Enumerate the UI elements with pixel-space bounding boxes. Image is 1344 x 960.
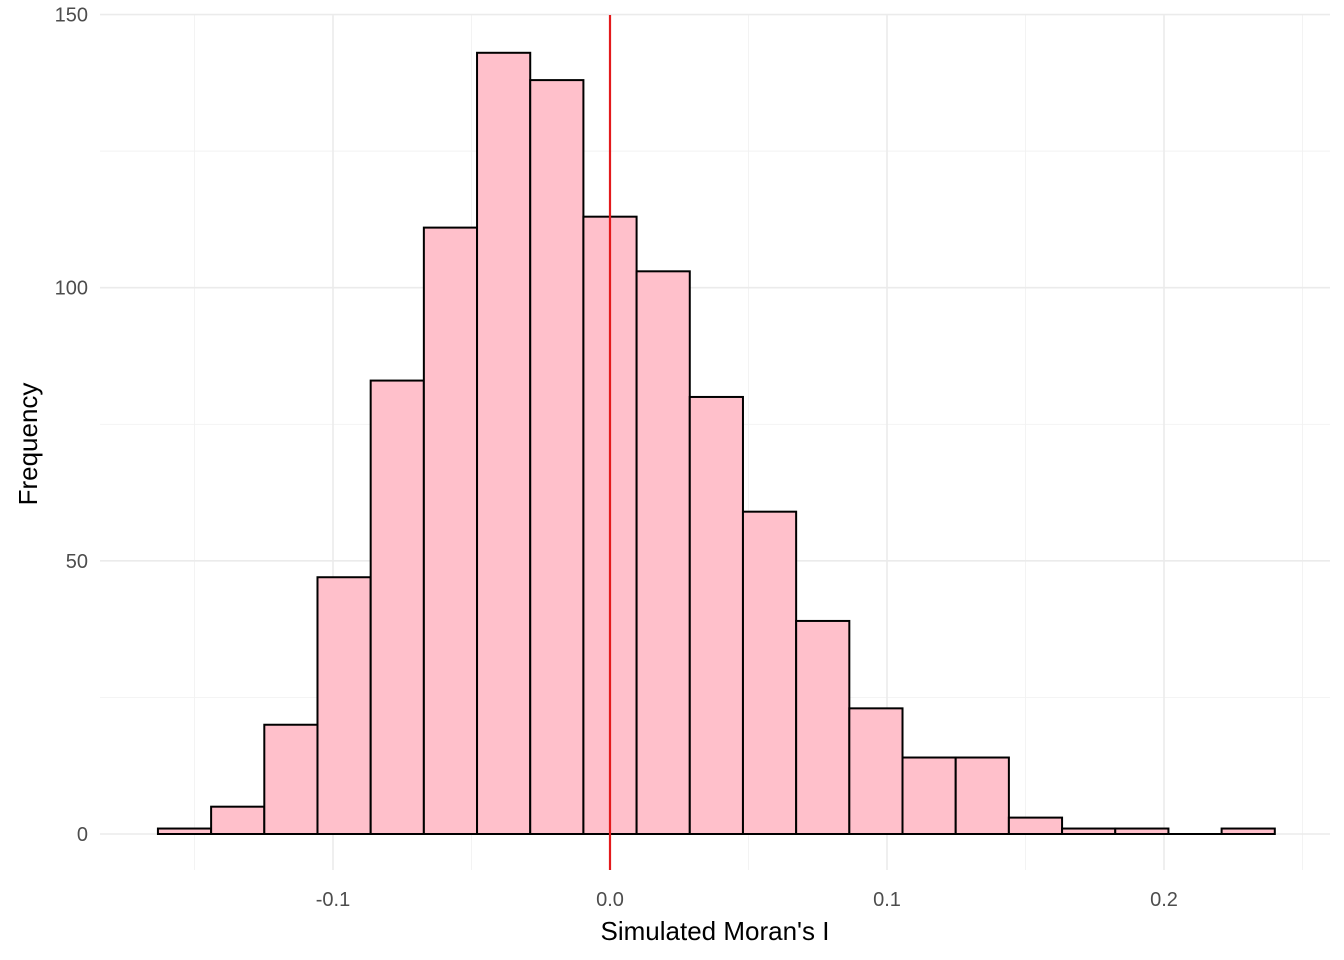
histogram-bar xyxy=(210,805,266,835)
histogram-bar xyxy=(529,79,585,835)
histogram-bar xyxy=(1220,827,1276,835)
histogram-bar xyxy=(422,226,479,835)
histogram-bar xyxy=(954,756,1010,836)
histogram-bar xyxy=(635,270,691,836)
x-tick-label: 0.1 xyxy=(873,889,901,911)
histogram-bar xyxy=(1007,816,1064,836)
x-axis-title: Simulated Moran's I xyxy=(601,916,830,946)
histogram-bar xyxy=(848,707,904,836)
tick-labels: -0.1 0.0 0.1 0.2 0 50 100 150 xyxy=(55,5,1178,911)
histogram-bar xyxy=(901,756,957,836)
y-tick-label: 0 xyxy=(77,824,88,846)
histogram-bar xyxy=(795,619,851,835)
histogram-bar xyxy=(1061,827,1117,835)
histogram-bar xyxy=(263,723,319,835)
y-tick-label: 100 xyxy=(55,278,88,300)
y-tick-label: 150 xyxy=(55,5,88,27)
histogram-bar xyxy=(741,510,798,835)
histogram-bar xyxy=(369,379,425,835)
x-tick-label: -0.1 xyxy=(316,889,350,911)
histogram-bar xyxy=(476,51,532,835)
y-tick-label: 50 xyxy=(66,551,88,573)
histogram-bar xyxy=(1114,827,1170,835)
y-axis-title: Frequency xyxy=(13,383,43,506)
x-tick-label: 0.0 xyxy=(596,889,624,911)
histogram-bar xyxy=(688,395,744,835)
histogram-bars xyxy=(156,51,1276,836)
histogram-bar xyxy=(316,576,372,835)
histogram-bar xyxy=(156,827,213,835)
x-tick-label: 0.2 xyxy=(1150,889,1178,911)
